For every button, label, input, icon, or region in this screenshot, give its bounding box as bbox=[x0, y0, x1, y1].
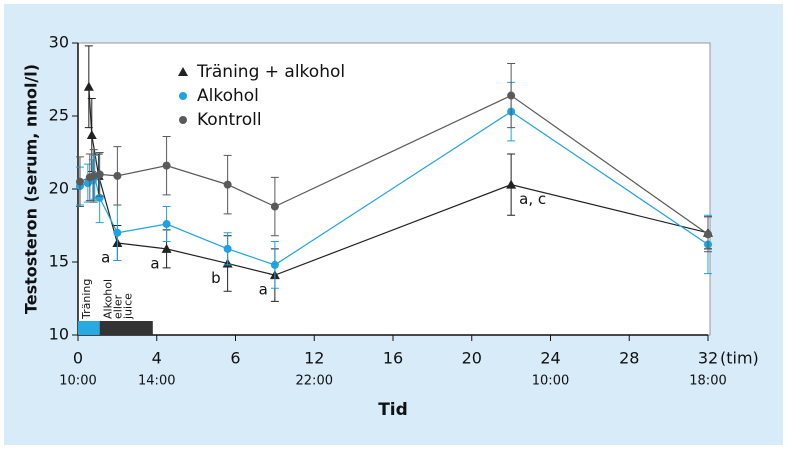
x-axis-label: Tid bbox=[378, 400, 408, 420]
marker bbox=[162, 220, 171, 229]
marker bbox=[507, 91, 516, 100]
phase-label-line: juice bbox=[122, 293, 135, 320]
marker bbox=[704, 230, 712, 239]
legend-marker bbox=[179, 116, 187, 124]
marker bbox=[95, 170, 104, 179]
marker bbox=[83, 81, 94, 91]
marker bbox=[161, 243, 172, 253]
phase-label-line: Träning bbox=[80, 279, 93, 320]
y-tick-label: 25 bbox=[49, 106, 69, 125]
phase-bar bbox=[78, 321, 100, 335]
marker bbox=[506, 179, 517, 189]
marker bbox=[270, 202, 279, 211]
legend-label: Alkohol bbox=[197, 86, 259, 106]
point-label: a bbox=[150, 254, 159, 272]
marker bbox=[75, 177, 84, 186]
x-tick-label: 0 bbox=[73, 349, 83, 368]
x-tick-label: 6 bbox=[230, 349, 240, 368]
legend-label: Kontroll bbox=[197, 110, 262, 130]
x-tick-label: 12 bbox=[304, 349, 324, 368]
marker bbox=[113, 171, 122, 180]
y-tick-label: 20 bbox=[49, 179, 69, 198]
y-axis-label: Testosteron (serum, nmol/l) bbox=[22, 64, 41, 314]
x-tick-label: 32 bbox=[698, 349, 718, 368]
x-tick-label: 20 bbox=[462, 349, 482, 368]
time-label: 10:00 bbox=[59, 374, 96, 389]
x-unit: (tim) bbox=[720, 349, 759, 368]
phase-label-line: eller bbox=[112, 294, 125, 319]
marker bbox=[162, 161, 171, 170]
phase-label: Träning bbox=[80, 279, 93, 320]
y-tick-label: 15 bbox=[49, 252, 69, 271]
y-tick-label: 10 bbox=[49, 325, 69, 344]
point-label: a, c bbox=[519, 190, 546, 208]
point-label: a bbox=[101, 249, 110, 267]
point-label: b bbox=[211, 269, 221, 287]
time-label: 18:00 bbox=[689, 374, 726, 389]
marker bbox=[113, 228, 122, 237]
phase-label: Alkoholellerjuice bbox=[102, 279, 135, 320]
plot-area bbox=[77, 42, 711, 336]
marker bbox=[223, 244, 232, 253]
point-label: a bbox=[259, 281, 268, 299]
time-label: 14:00 bbox=[138, 374, 175, 389]
x-tick-label: 24 bbox=[540, 349, 560, 368]
legend-marker bbox=[178, 67, 188, 76]
phase-bar bbox=[99, 321, 153, 335]
legend-marker bbox=[179, 92, 187, 100]
marker bbox=[270, 260, 279, 269]
x-tick-label: 28 bbox=[619, 349, 639, 368]
x-tick-label: 16 bbox=[383, 349, 403, 368]
time-label: 10:00 bbox=[532, 374, 569, 389]
marker bbox=[95, 193, 104, 202]
x-tick-label: 4 bbox=[152, 349, 162, 368]
legend-label: Träning + alkohol bbox=[196, 62, 345, 82]
marker bbox=[86, 129, 97, 139]
marker bbox=[223, 180, 232, 189]
time-label: 22:00 bbox=[296, 374, 333, 389]
y-tick-label: 30 bbox=[49, 33, 69, 52]
phase-label-line: Alkohol bbox=[102, 279, 115, 319]
